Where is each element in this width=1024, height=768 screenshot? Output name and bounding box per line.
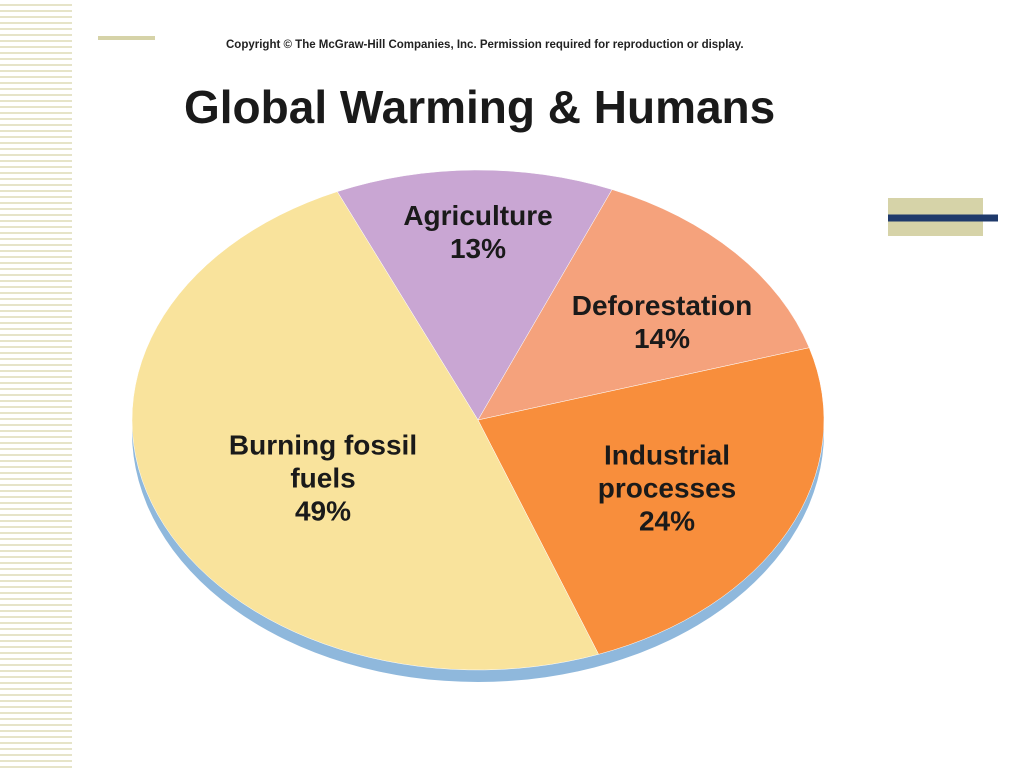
value-label: 14% [633, 323, 691, 354]
category-label: Agriculture [403, 200, 553, 231]
value-label: 13% [449, 233, 507, 264]
pie-slice [336, 169, 613, 421]
category-label: Burning fossil fuels [228, 429, 418, 494]
value-label: 49% [294, 495, 352, 527]
slice-label: Burning fossil fuels 49% [208, 429, 438, 528]
pie-slice [477, 347, 825, 655]
chart-title: Global Warming & Humans [184, 81, 776, 133]
slice-label: Industrial processes 24% [582, 439, 752, 538]
slice-label: Deforestation 14% [552, 289, 772, 355]
copyright: Copyright © The McGraw-Hill Companies, I… [226, 39, 744, 51]
decor-stripes [0, 0, 72, 768]
slice-label: Agriculture 13% [378, 199, 578, 265]
pie-slice [477, 189, 810, 421]
category-label: Deforestation [571, 290, 753, 321]
pie-slice [131, 191, 599, 671]
value-label: 24% [638, 505, 696, 537]
category-label: Industrial processes [597, 439, 737, 504]
